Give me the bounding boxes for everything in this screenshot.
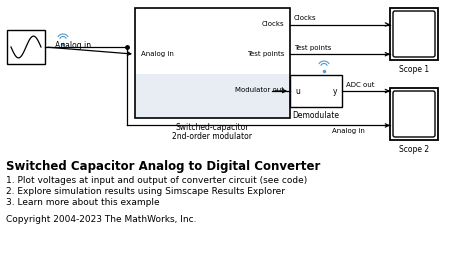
Text: ADC out: ADC out (346, 82, 374, 88)
Bar (390, 88, 438, 140)
Text: y: y (332, 86, 337, 96)
Text: 3. Learn more about this example: 3. Learn more about this example (6, 198, 160, 207)
Text: Analog in: Analog in (55, 42, 91, 50)
Text: Analog in: Analog in (141, 51, 174, 57)
Text: Clocks: Clocks (261, 22, 284, 28)
Text: Scope 2: Scope 2 (399, 145, 429, 154)
FancyBboxPatch shape (393, 91, 435, 137)
Text: Copyright 2004-2023 The MathWorks, Inc.: Copyright 2004-2023 The MathWorks, Inc. (6, 215, 197, 224)
Text: Test points: Test points (247, 51, 284, 57)
Text: 1. Plot voltages at input and output of converter circuit (see code): 1. Plot voltages at input and output of … (6, 176, 307, 185)
Bar (290, 75, 342, 107)
Text: Switched-capacitor: Switched-capacitor (176, 123, 249, 132)
Text: Scope 1: Scope 1 (399, 65, 429, 74)
Text: Demodulate: Demodulate (292, 111, 339, 120)
Bar (7, 30, 45, 64)
Text: Analog in: Analog in (332, 129, 365, 134)
Bar (135, 8, 290, 118)
Text: Switched Capacitor Analog to Digital Converter: Switched Capacitor Analog to Digital Con… (6, 160, 321, 173)
Text: Clocks: Clocks (294, 15, 317, 22)
Text: 2nd-order modulator: 2nd-order modulator (173, 132, 253, 141)
FancyBboxPatch shape (393, 11, 435, 57)
Text: 2. Explore simulation results using Simscape Results Explorer: 2. Explore simulation results using Sims… (6, 187, 285, 196)
Bar (136, 9, 289, 74)
Text: Test points: Test points (294, 45, 331, 51)
Text: Modulator out: Modulator out (235, 87, 284, 93)
Bar (390, 8, 438, 60)
Text: u: u (295, 86, 300, 96)
